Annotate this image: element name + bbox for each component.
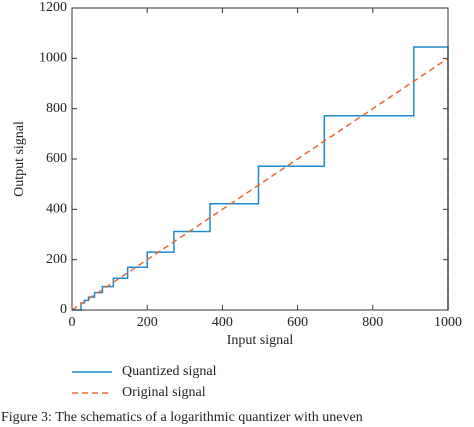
data-line [71, 56, 449, 311]
y-tick-label: 1000 [39, 51, 67, 66]
x-tick-label: 0 [69, 315, 76, 330]
x-tick-label: 800 [362, 315, 383, 330]
y-axis-label: Output signal [12, 121, 27, 197]
y-tick-label: 600 [46, 151, 67, 166]
x-tick-label: 1000 [434, 315, 462, 330]
x-tick-label: 400 [212, 315, 233, 330]
data-line [72, 46, 449, 311]
plot-frame [71, 7, 449, 311]
y-tick-label: 200 [46, 252, 67, 267]
y-tick-label: 800 [46, 101, 67, 116]
legend-label: Quantized signal [122, 364, 217, 379]
y-tick-label: 0 [60, 302, 67, 317]
caption: Figure 3: The schematics of a logarithmi… [1, 410, 363, 425]
x-axis-label: Input signal [227, 333, 294, 348]
y-tick-label: 1200 [39, 0, 67, 15]
y-tick-label: 400 [46, 202, 67, 217]
x-tick-label: 200 [137, 315, 158, 330]
legend-label: Original signal [122, 385, 206, 400]
x-tick-label: 600 [287, 315, 308, 330]
